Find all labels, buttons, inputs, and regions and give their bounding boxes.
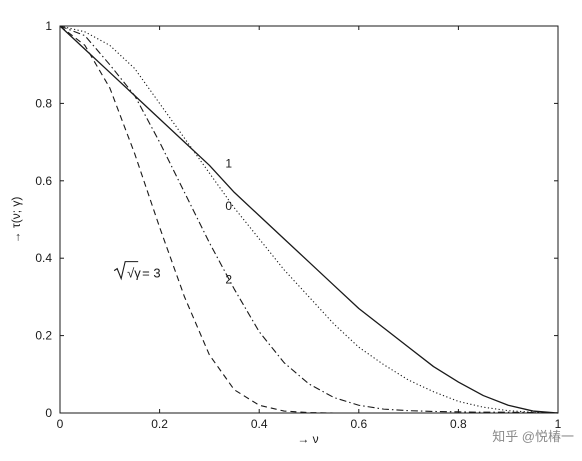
y-tick-label: 0.4: [35, 251, 52, 265]
y-tick-label: 0.2: [35, 329, 52, 343]
ticks: 0 0.2 0.4 0.6 0.8 1 0 0.2 0.4 0.6 0.8 1: [35, 19, 561, 431]
series-line-2: [59, 25, 559, 414]
series-line-1: [59, 25, 559, 414]
labels: 1 0 2 √γ = 3: [113, 156, 232, 286]
series-line-0: [59, 25, 559, 414]
x-tick-label: 0.8: [450, 417, 467, 431]
series-line-3: [59, 25, 558, 414]
watermark: 知乎 @悦椿一: [492, 429, 574, 444]
x-tick-label: 0.6: [350, 417, 367, 431]
curve-label-2: 2: [225, 272, 232, 286]
x-tick-label: 0.4: [251, 417, 268, 431]
curves: [59, 25, 559, 414]
sqrt-radical-mark: [113, 261, 139, 281]
curve-label-sqrt-gamma-3: = 3: [142, 266, 160, 281]
x-axis-label: → ν: [297, 432, 318, 446]
curve-label-1: 1: [225, 156, 232, 170]
plot-frame: [59, 25, 559, 414]
y-tick-label: 0.8: [35, 96, 52, 110]
sqrt-gamma-label: √γ = 3: [113, 261, 161, 281]
curve-label-0: 0: [225, 199, 232, 213]
x-tick-label: 0.2: [151, 417, 168, 431]
y-tick-label: 0.6: [35, 174, 52, 188]
y-tick-label: 0: [45, 406, 52, 420]
gamma-symbol: √γ: [127, 266, 141, 281]
y-axis-label: → τ(ν; γ): [9, 197, 23, 244]
y-tick-label: 1: [45, 19, 52, 33]
x-tick-label: 1: [555, 417, 562, 431]
x-tick-label: 0: [57, 417, 64, 431]
